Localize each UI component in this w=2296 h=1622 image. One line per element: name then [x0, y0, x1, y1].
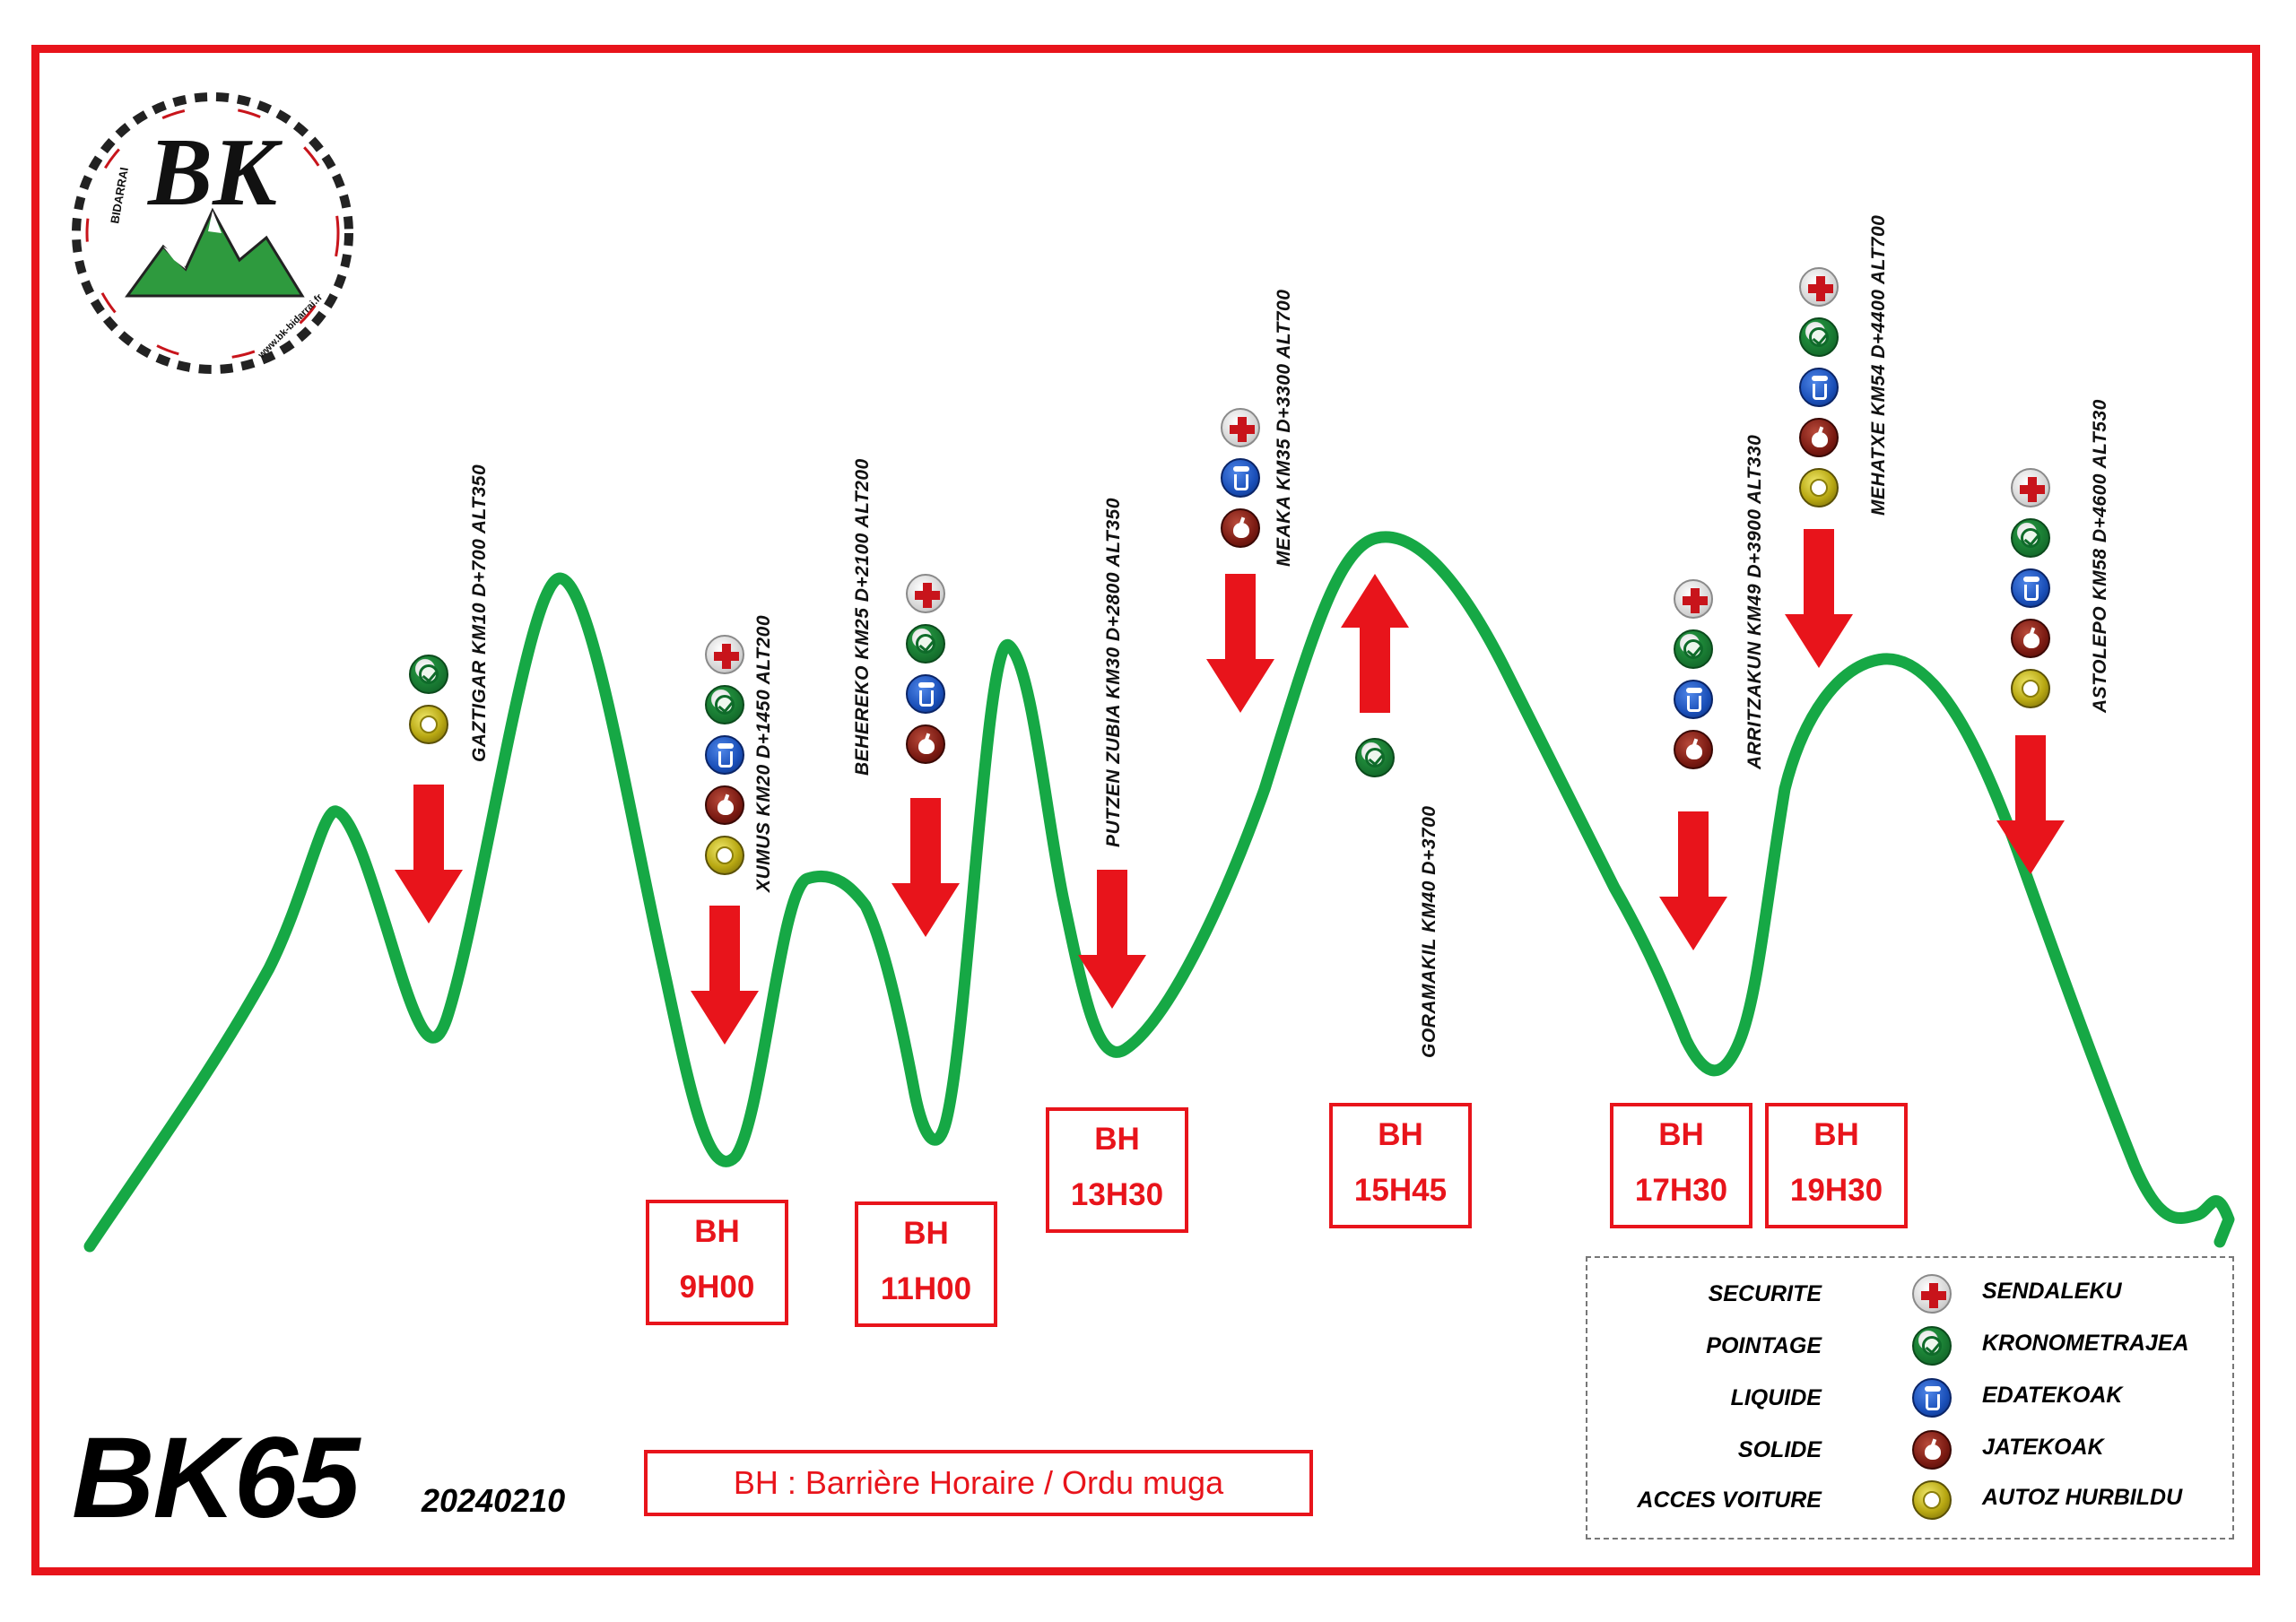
time-barrier-box: BH 19H30 — [1765, 1103, 1908, 1228]
arrow-down-icon — [395, 785, 463, 924]
car-icon — [2011, 669, 2050, 708]
time-barrier-time: 11H00 — [880, 1271, 972, 1306]
drink-icon — [1799, 368, 1839, 407]
car-icon — [705, 836, 744, 875]
check-icon — [1799, 317, 1839, 357]
legend-fr-label: SECURITE — [1708, 1281, 1822, 1306]
cross-icon — [1912, 1274, 1952, 1314]
legend-row-solide: SOLIDE JATEKOAK — [1587, 1427, 2232, 1473]
food-icon — [1221, 508, 1260, 548]
check-icon — [705, 685, 744, 724]
checkpoint-label: MEAKA KM35 D+3300 ALT700 — [1274, 289, 1294, 567]
legend-row-pointage: POINTAGE KRONOMETRAJEA — [1587, 1323, 2232, 1369]
check-icon — [1674, 629, 1713, 669]
time-barrier-box: BH 9H00 — [646, 1200, 788, 1325]
car-icon — [1799, 468, 1839, 507]
legend-fr-label: ACCES VOITURE — [1637, 1488, 1822, 1513]
time-barrier-label: BH — [903, 1216, 949, 1251]
bk-logo: BK BIDARRAI www.bk-bidarrai.fr — [65, 90, 361, 377]
arrow-down-icon — [1078, 870, 1146, 1009]
food-icon — [1799, 418, 1839, 457]
checkpoint-label: GORAMAKIL KM40 D+3700 — [1419, 805, 1439, 1058]
legend-eu-label: EDATEKOAK — [1982, 1383, 2123, 1408]
time-barrier-time: 17H30 — [1634, 1173, 1728, 1208]
time-barrier-label: BH — [1094, 1122, 1140, 1157]
race-title: BK65 — [72, 1414, 360, 1542]
arrow-down-icon — [1659, 811, 1727, 950]
checkpoint-label: MEHATXE KM54 D+4400 ALT700 — [1868, 214, 1889, 516]
page-frame — [31, 45, 2260, 1575]
car-icon — [1912, 1480, 1952, 1520]
food-icon — [1912, 1430, 1952, 1470]
time-barrier-box: BH 17H30 — [1610, 1103, 1752, 1228]
legend-eu-label: SENDALEKU — [1982, 1279, 2122, 1304]
arrow-down-icon — [691, 906, 759, 1045]
time-barrier-label: BH — [694, 1214, 740, 1249]
checkpoint-label: PUTZEN ZUBIA KM30 D+2800 ALT350 — [1103, 498, 1124, 847]
bk-logo-graphic: BK BIDARRAI www.bk-bidarrai.fr — [72, 92, 353, 374]
time-barrier-legend: BH : Barrière Horaire / Ordu muga — [644, 1450, 1313, 1516]
legend-fr-label: POINTAGE — [1706, 1333, 1822, 1358]
elevation-profile-line — [83, 531, 2235, 1253]
arrow-down-icon — [1996, 735, 2065, 874]
time-barrier-time: 13H30 — [1070, 1177, 1164, 1212]
time-barrier-time: 9H00 — [679, 1270, 755, 1305]
check-icon — [906, 624, 945, 664]
time-barrier-label: BH — [1658, 1117, 1704, 1152]
legend-fr-label: LIQUIDE — [1730, 1385, 1822, 1410]
time-barrier-box: BH 11H00 — [855, 1201, 997, 1327]
cross-icon — [1799, 267, 1839, 307]
cross-icon — [705, 635, 744, 674]
drink-icon — [1912, 1378, 1952, 1418]
legend-fr-label: SOLIDE — [1737, 1437, 1822, 1462]
cross-icon — [1674, 579, 1713, 619]
food-icon — [705, 785, 744, 825]
time-barrier-box: BH 13H30 — [1046, 1107, 1188, 1233]
icon-legend: SECURITE SENDALEKU POINTAGE KRONOMETRAJE… — [1586, 1256, 2234, 1540]
legend-row-security: SECURITE SENDALEKU — [1587, 1271, 2232, 1317]
drink-icon — [705, 735, 744, 775]
race-date: 20240210 — [422, 1482, 566, 1519]
car-icon — [409, 705, 448, 744]
checkpoint-label: BEHEREKO KM25 D+2100 ALT200 — [852, 458, 873, 776]
food-icon — [2011, 619, 2050, 658]
legend-row-acces-voiture: ACCES VOITURE AUTOZ HURBILDU — [1587, 1477, 2232, 1523]
check-icon — [2011, 518, 2050, 558]
drink-icon — [1674, 680, 1713, 719]
legend-row-liquide: LIQUIDE EDATEKOAK — [1587, 1375, 2232, 1421]
time-barrier-label: BH — [1813, 1117, 1859, 1152]
food-icon — [1674, 730, 1713, 769]
cross-icon — [2011, 468, 2050, 507]
arrow-down-icon — [1785, 529, 1853, 668]
cross-icon — [906, 574, 945, 613]
bk-logo-text: BK — [147, 119, 283, 226]
food-icon — [906, 724, 945, 764]
time-barrier-time: 15H45 — [1353, 1173, 1448, 1208]
cross-icon — [1221, 408, 1260, 447]
arrow-up-icon — [1341, 574, 1409, 713]
drink-icon — [906, 674, 945, 714]
arrow-down-icon — [891, 798, 960, 937]
checkpoint-label: ARRITZAKUN KM49 D+3900 ALT330 — [1744, 434, 1765, 769]
drink-icon — [2011, 568, 2050, 608]
legend-eu-label: KRONOMETRAJEA — [1982, 1331, 2189, 1356]
arrow-down-icon — [1206, 574, 1274, 713]
drink-icon — [1221, 458, 1260, 498]
time-barrier-time: 19H30 — [1789, 1173, 1883, 1208]
time-barrier-label: BH — [1378, 1117, 1423, 1152]
time-barrier-box: BH 15H45 — [1329, 1103, 1472, 1228]
checkpoint-label: GAZTIGAR KM10 D+700 ALT350 — [469, 464, 490, 762]
legend-eu-label: JATEKOAK — [1982, 1435, 2104, 1460]
check-icon — [1912, 1326, 1952, 1366]
legend-eu-label: AUTOZ HURBILDU — [1982, 1485, 2183, 1510]
checkpoint-label: XUMUS KM20 D+1450 ALT200 — [753, 614, 774, 892]
checkpoint-label: ASTOLEPO KM58 D+4600 ALT530 — [2090, 399, 2110, 713]
check-icon — [1355, 738, 1395, 777]
check-icon — [409, 655, 448, 694]
